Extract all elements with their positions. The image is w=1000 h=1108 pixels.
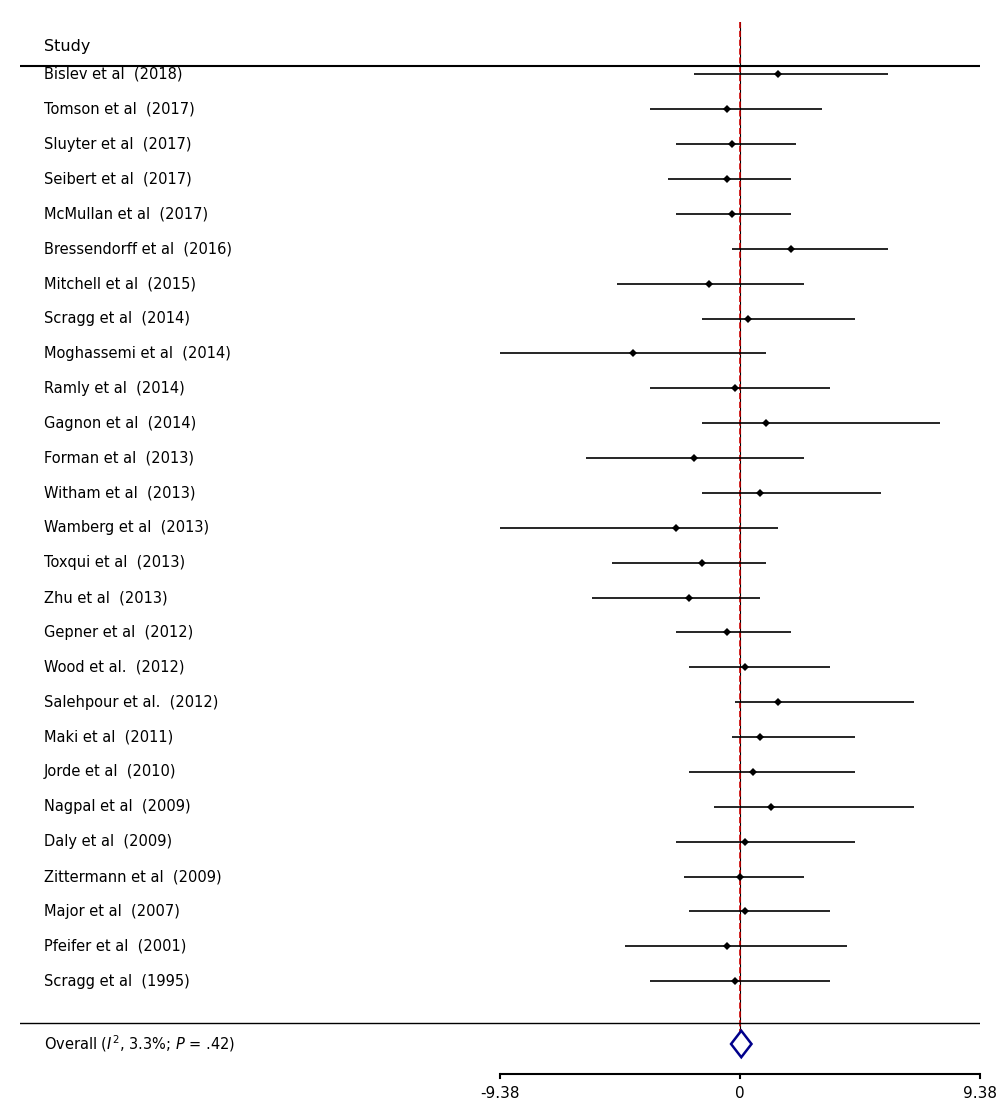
Text: Wood et al.  (2012): Wood et al. (2012) — [44, 660, 184, 675]
Text: Study: Study — [44, 39, 90, 54]
Text: Seibert et al  (2017): Seibert et al (2017) — [44, 172, 192, 186]
Text: Ramly et al  (2014): Ramly et al (2014) — [44, 381, 185, 396]
Text: Pfeifer et al  (2001): Pfeifer et al (2001) — [44, 938, 186, 954]
Text: 0: 0 — [735, 1086, 745, 1101]
Text: Scragg et al  (2014): Scragg et al (2014) — [44, 311, 190, 326]
Polygon shape — [731, 1030, 752, 1057]
Text: 9.38: 9.38 — [963, 1086, 997, 1101]
Text: Bressendorff et al  (2016): Bressendorff et al (2016) — [44, 242, 232, 256]
Text: McMullan et al  (2017): McMullan et al (2017) — [44, 206, 208, 222]
Text: Gagnon et al  (2014): Gagnon et al (2014) — [44, 416, 196, 431]
Text: Jorde et al  (2010): Jorde et al (2010) — [44, 765, 176, 779]
Text: Maki et al  (2011): Maki et al (2011) — [44, 729, 173, 745]
Text: Mitchell et al  (2015): Mitchell et al (2015) — [44, 276, 196, 291]
Text: Tomson et al  (2017): Tomson et al (2017) — [44, 102, 195, 116]
Text: Witham et al  (2013): Witham et al (2013) — [44, 485, 196, 501]
Text: Zittermann et al  (2009): Zittermann et al (2009) — [44, 869, 222, 884]
Text: Major et al  (2007): Major et al (2007) — [44, 904, 180, 919]
Text: -9.38: -9.38 — [480, 1086, 520, 1101]
Text: Nagpal et al  (2009): Nagpal et al (2009) — [44, 799, 191, 814]
Text: Wamberg et al  (2013): Wamberg et al (2013) — [44, 521, 209, 535]
Text: Scragg et al  (1995): Scragg et al (1995) — [44, 974, 190, 988]
Text: Daly et al  (2009): Daly et al (2009) — [44, 834, 172, 849]
Text: Moghassemi et al  (2014): Moghassemi et al (2014) — [44, 346, 231, 361]
Text: Overall ($I^2$, 3.3%; $P$ = .42): Overall ($I^2$, 3.3%; $P$ = .42) — [44, 1034, 235, 1055]
Text: Sluyter et al  (2017): Sluyter et al (2017) — [44, 136, 192, 152]
Text: Toxqui et al  (2013): Toxqui et al (2013) — [44, 555, 185, 571]
Text: Salehpour et al.  (2012): Salehpour et al. (2012) — [44, 695, 218, 710]
Text: Gepner et al  (2012): Gepner et al (2012) — [44, 625, 193, 640]
Text: Bislev et al  (2018): Bislev et al (2018) — [44, 66, 182, 82]
Text: Zhu et al  (2013): Zhu et al (2013) — [44, 591, 168, 605]
Text: Forman et al  (2013): Forman et al (2013) — [44, 451, 194, 465]
